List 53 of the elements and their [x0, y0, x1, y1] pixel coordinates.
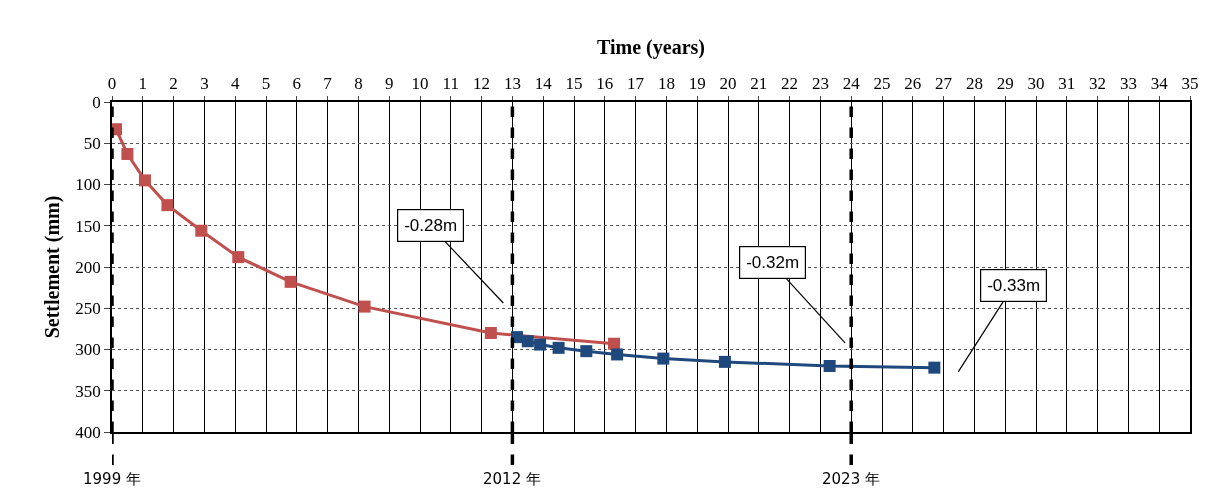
x-tick-label: 30 — [1027, 74, 1045, 94]
x-tick-label: 18 — [657, 74, 675, 94]
x-tick-label: 7 — [323, 74, 333, 94]
x-tick-label: 24 — [842, 74, 861, 94]
ref-line-label: 1999 年 — [83, 470, 141, 488]
x-tick-label: 15 — [565, 74, 583, 94]
x-tick-label: 32 — [1089, 74, 1107, 94]
y-axis-title: Settlement (mm) — [41, 195, 65, 339]
y-tick-label: 50 — [83, 134, 101, 154]
x-tick-label: 5 — [261, 74, 271, 94]
y-tick-label: 350 — [75, 381, 101, 401]
y-tick-label: 150 — [75, 216, 101, 236]
x-tick-label: 9 — [384, 74, 394, 94]
x-tick-label: 20 — [719, 74, 737, 94]
x-tick-label: 11 — [442, 74, 459, 94]
x-tick-label: 14 — [534, 74, 553, 94]
x-tick-label: 22 — [781, 74, 799, 94]
x-axis-title: Time (years) — [597, 36, 705, 60]
x-tick-label: 17 — [627, 74, 645, 94]
annotation: -0.32m — [746, 253, 800, 273]
x-tick-label: 1 — [138, 74, 148, 94]
annotation: -0.33m — [987, 276, 1041, 296]
x-tick-label: 10 — [411, 74, 429, 94]
x-tick-label: 3 — [200, 74, 209, 94]
x-tick-label: 19 — [688, 74, 706, 94]
x-tick-label: 35 — [1181, 74, 1199, 94]
x-tick-label: 6 — [292, 74, 302, 94]
x-tick-label: 16 — [596, 74, 614, 94]
x-tick-label: 31 — [1058, 74, 1076, 94]
y-tick-label: 200 — [75, 257, 101, 277]
x-tick-label: 21 — [750, 74, 768, 94]
y-tick-label: 300 — [75, 340, 101, 360]
y-tick-label: 400 — [75, 422, 101, 442]
x-tick-label: 0 — [107, 74, 117, 94]
x-tick-label: 13 — [503, 74, 521, 94]
x-tick-label: 12 — [473, 74, 491, 94]
y-tick-label: 0 — [92, 92, 101, 112]
x-tick-label: 28 — [965, 74, 983, 94]
y-tick-label: 250 — [75, 299, 101, 319]
x-tick-label: 29 — [996, 74, 1014, 94]
x-tick-label: 2 — [169, 74, 178, 94]
x-tick-label: 34 — [1150, 74, 1169, 94]
x-tick-label: 33 — [1119, 74, 1137, 94]
ref-line-label: 2023 年 — [822, 470, 880, 488]
annotation: -0.28m — [404, 216, 458, 236]
x-tick-label: 27 — [935, 74, 953, 94]
ref-line-label: 2012 年 — [483, 470, 541, 488]
x-tick-label: 25 — [873, 74, 891, 94]
x-tick-label: 26 — [904, 74, 922, 94]
x-tick-label: 8 — [354, 74, 363, 94]
x-tick-label: 4 — [230, 74, 240, 94]
x-tick-label: 23 — [811, 74, 829, 94]
y-tick-label: 100 — [75, 175, 101, 195]
